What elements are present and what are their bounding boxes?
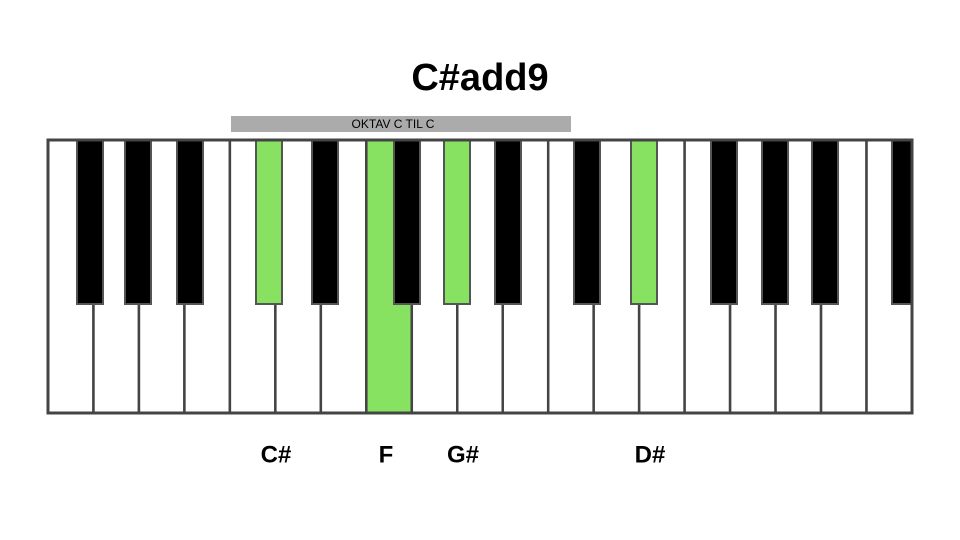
octave-label: OKTAV C TIL C	[352, 117, 435, 131]
note-label: G#	[447, 441, 479, 468]
keyboard	[46, 138, 914, 415]
octave-bar	[231, 116, 571, 132]
black-key	[811, 139, 839, 305]
black-key	[311, 139, 339, 305]
black-key	[573, 139, 601, 305]
keyboard-border	[46, 138, 914, 415]
black-key	[494, 139, 522, 305]
note-label: F	[379, 441, 394, 468]
black-key	[124, 139, 152, 305]
black-key	[176, 139, 204, 305]
black-key	[443, 139, 471, 305]
black-key	[891, 139, 913, 305]
black-key	[630, 139, 658, 305]
black-key	[761, 139, 789, 305]
chord-title: C#add9	[411, 57, 548, 99]
black-key	[710, 139, 738, 305]
black-key	[255, 139, 283, 305]
black-key	[76, 139, 104, 305]
note-label: D#	[635, 441, 666, 468]
note-label: C#	[261, 441, 292, 468]
black-key	[393, 139, 421, 305]
